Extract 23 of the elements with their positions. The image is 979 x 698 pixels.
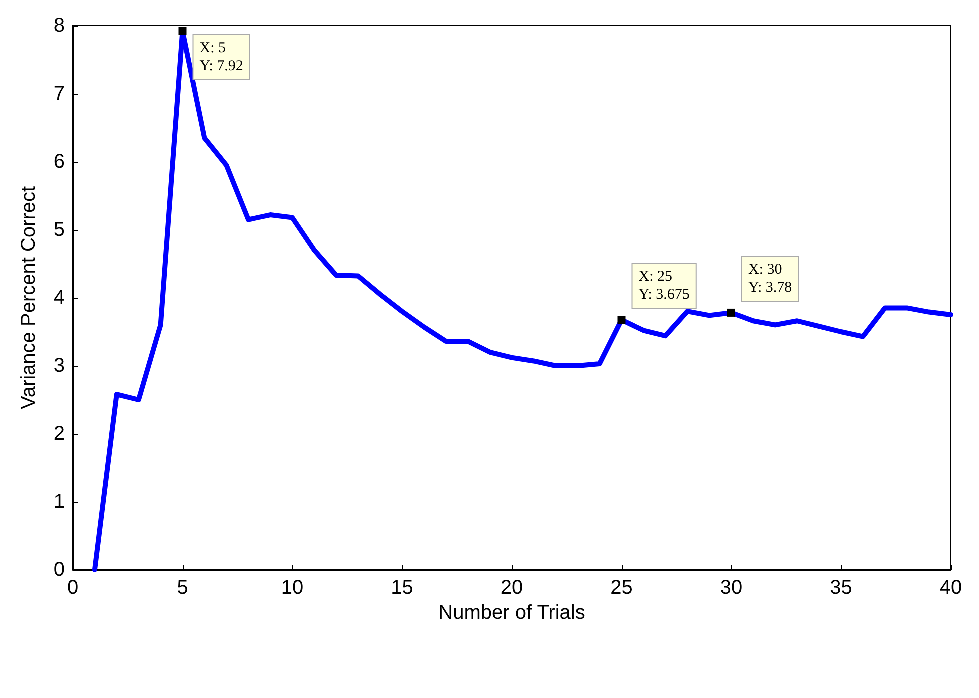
y-tick-label: 5 <box>54 219 65 241</box>
x-tick-label: 10 <box>281 577 304 599</box>
y-tick-label: 4 <box>54 287 65 309</box>
annotation: X: 30 Y: 3.78 <box>748 262 792 296</box>
y-tick-label: 1 <box>54 491 65 513</box>
y-tick-label: 0 <box>54 559 65 581</box>
x-tick-label: 15 <box>391 577 414 599</box>
x-tick-label: 30 <box>720 577 743 599</box>
x-tick-label: 40 <box>940 577 962 599</box>
x-tick-label: 5 <box>177 577 188 599</box>
y-tick-label: 7 <box>54 83 65 105</box>
x-axis-title: Number of Trials <box>438 602 586 624</box>
x-tick-label: 35 <box>830 577 852 599</box>
annotation: X: 25 Y: 3.675 <box>638 269 690 304</box>
x-tick-label: 0 <box>67 577 79 599</box>
x-tick-label: 25 <box>610 577 633 599</box>
y-tick-label: 6 <box>54 151 65 173</box>
y-axis-title: Variance Percent Correct <box>18 186 40 410</box>
annotation: X: 5 Y: 7.92 <box>200 40 244 74</box>
x-tick-label: 20 <box>500 577 524 599</box>
y-tick-label: 2 <box>54 423 65 445</box>
y-tick-label: 3 <box>54 355 65 377</box>
y-tick-label: 8 <box>54 15 65 37</box>
